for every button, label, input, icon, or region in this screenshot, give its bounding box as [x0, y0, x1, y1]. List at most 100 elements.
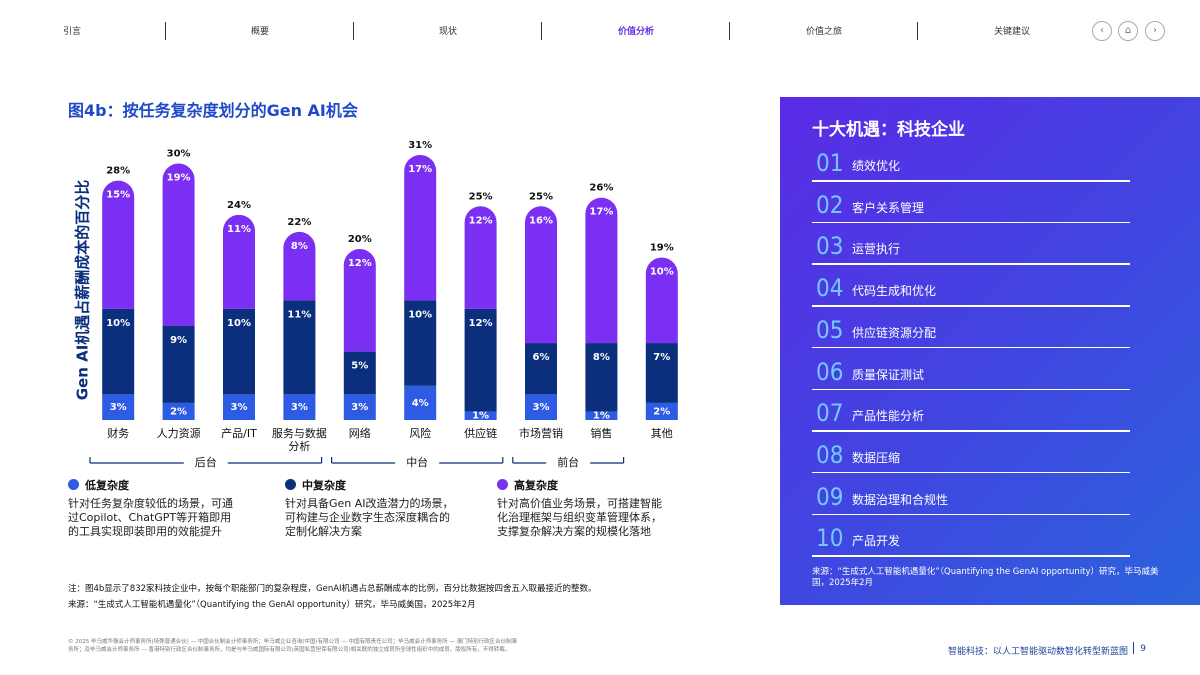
item-label: 绩效优化	[852, 159, 901, 173]
item-label: 供应链资源分配	[852, 325, 937, 340]
x-tick-label: 产品/IT	[221, 427, 257, 440]
item-divider	[812, 263, 1130, 265]
value-label: 10%	[650, 267, 674, 278]
group-label: 中台	[406, 455, 428, 469]
item-label: 产品性能分析	[852, 409, 925, 424]
prev-button[interactable]: ‹	[1092, 21, 1112, 41]
bar-segment	[162, 325, 195, 403]
bar-segment	[283, 300, 316, 395]
x-tick-label: 市场营销	[519, 427, 563, 440]
value-label: 16%	[529, 215, 553, 226]
bar-segment	[102, 394, 135, 420]
value-label: 2%	[653, 406, 670, 417]
value-label: 9%	[170, 335, 187, 346]
nav-item[interactable]: 价值分析	[617, 27, 654, 37]
bar-segment	[404, 155, 437, 301]
legal-text: © 2025 毕马威华振会计师事务所(特殊普通合伙) — 中国合伙制会计师事务所…	[68, 639, 518, 653]
total-label: 20%	[348, 234, 372, 245]
footer-divider	[1133, 642, 1134, 654]
nav-item[interactable]: 现状	[438, 27, 457, 37]
item-number: 01	[816, 149, 844, 177]
total-label: 25%	[529, 191, 553, 202]
legend-label: 高复杂度	[514, 479, 558, 492]
legend-label: 中复杂度	[302, 479, 346, 492]
total-label: 22%	[287, 217, 311, 228]
item-divider	[812, 388, 1130, 390]
bar-segment	[102, 308, 135, 395]
x-tick-label: 供应链	[464, 427, 498, 440]
nav-separator	[541, 22, 542, 40]
legend-description: 针对具备Gen AI改造潜力的场景，可构建与企业数字生态深度耦合的定制化解决方案	[285, 497, 454, 538]
item-divider	[812, 555, 1130, 557]
legend-swatch	[285, 479, 296, 490]
value-label: 10%	[106, 318, 130, 329]
value-label: 19%	[167, 173, 191, 184]
item-label: 数据治理和合规性	[852, 492, 949, 507]
bar-segment	[525, 343, 557, 395]
bar-segment	[223, 308, 255, 395]
x-tick-label: 其他	[650, 427, 673, 440]
value-label: 10%	[227, 318, 251, 329]
x-tick-label: 风险	[409, 427, 432, 440]
legend-description: 针对高价值业务场景，可搭建智能化治理框架与组织变革管理体系，支撑复杂解决方案的规…	[497, 497, 662, 538]
total-label: 19%	[650, 243, 674, 254]
bar-segment	[645, 402, 678, 420]
bar-segment	[525, 206, 557, 344]
total-label: 26%	[589, 183, 613, 194]
value-label: 17%	[408, 164, 432, 175]
bar-segment	[283, 394, 316, 420]
bar-segment	[283, 231, 316, 301]
value-label: 7%	[653, 352, 670, 363]
bar-segment	[343, 249, 376, 352]
item-label: 运营执行	[852, 242, 901, 257]
total-label: 25%	[469, 191, 493, 202]
bar-segment	[645, 343, 678, 403]
total-label: 24%	[227, 200, 251, 211]
next-button[interactable]: ›	[1145, 21, 1165, 41]
group-label: 前台	[557, 455, 579, 469]
group-label: 后台	[195, 455, 217, 469]
nav-item[interactable]: 关键建议	[993, 27, 1030, 37]
bar-segment	[585, 343, 618, 412]
bar-segment	[464, 206, 497, 309]
value-label: 11%	[287, 309, 311, 320]
value-label: 11%	[227, 224, 251, 235]
value-label: 17%	[589, 207, 613, 218]
x-tick-label: 销售	[590, 427, 613, 440]
opportunity-panel: 十大机遇：科技企业 来源：“生成式人工智能机遇量化”（Quantifying t…	[780, 97, 1200, 605]
value-label: 3%	[231, 402, 248, 413]
value-label: 10%	[408, 309, 432, 320]
x-tick-label: 人力资源	[156, 427, 201, 440]
item-number: 07	[816, 399, 844, 428]
nav-item[interactable]: 概要	[250, 27, 269, 37]
bar-segment	[404, 385, 437, 420]
item-number: 06	[816, 357, 844, 386]
value-label: 8%	[593, 352, 610, 363]
chart-note: 注：图4b显示了832家科技企业中，按每个职能部门的复杂程度，GenAI机遇占总…	[68, 584, 597, 594]
chart-title: 图4b：按任务复杂度划分的Gen AI机会	[68, 101, 358, 120]
value-label: 5%	[351, 361, 368, 372]
item-label: 产品开发	[852, 534, 901, 549]
item-label: 代码生成和优化	[852, 284, 937, 299]
item-label: 质量保证测试	[852, 367, 925, 382]
item-number: 04	[816, 274, 844, 303]
legend-label: 低复杂度	[85, 479, 129, 492]
bar-segment	[585, 411, 618, 420]
value-label: 3%	[533, 402, 550, 413]
x-tick-label: 服务与数据分析	[271, 427, 327, 453]
nav-separator	[729, 22, 730, 40]
item-divider	[812, 513, 1130, 516]
item-divider	[812, 430, 1130, 432]
legend-swatch	[497, 479, 508, 490]
value-label: 3%	[110, 402, 127, 413]
bar-segment	[223, 394, 255, 420]
page-number: 9	[1140, 644, 1146, 654]
home-button[interactable]: ⌂	[1118, 21, 1138, 41]
nav-item[interactable]: 引言	[62, 27, 81, 37]
item-divider	[812, 180, 1130, 182]
value-label: 1%	[472, 411, 489, 422]
item-number: 09	[816, 482, 844, 511]
nav-item[interactable]: 价值之旅	[805, 27, 842, 37]
item-divider	[812, 346, 1130, 349]
total-label: 28%	[106, 166, 130, 177]
